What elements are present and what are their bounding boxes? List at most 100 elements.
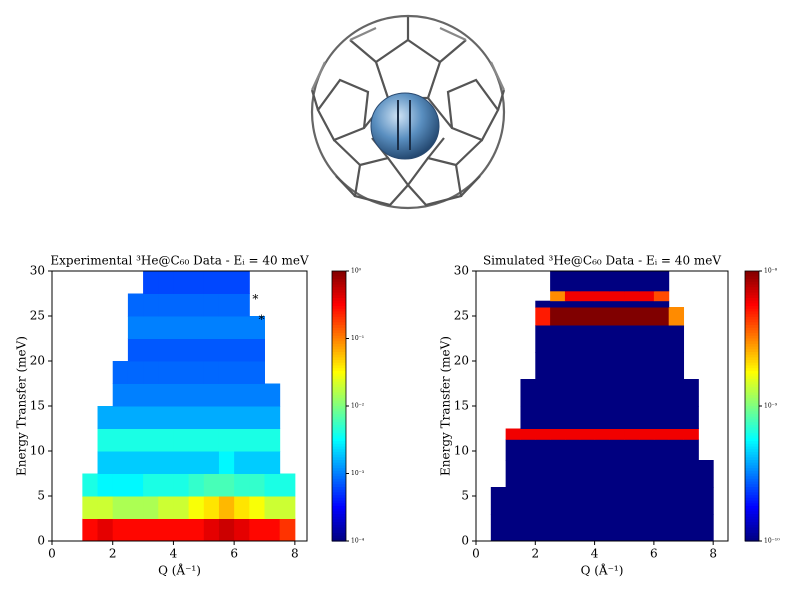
heatmap-cell bbox=[158, 473, 174, 497]
colorbar-strip bbox=[332, 335, 346, 340]
colorbar-strip bbox=[745, 392, 759, 396]
heatmap-cell bbox=[594, 487, 610, 515]
heatmap-cell bbox=[624, 487, 640, 515]
heatmap-cell bbox=[668, 352, 685, 380]
heatmap-cell bbox=[683, 406, 699, 429]
colorbar-strip bbox=[332, 430, 346, 434]
heatmap-cell bbox=[520, 379, 536, 407]
heatmap-cell bbox=[683, 487, 699, 515]
heatmap-cell bbox=[188, 428, 205, 452]
x-tick-label: 6 bbox=[230, 547, 238, 561]
colorbar-strip bbox=[745, 335, 759, 340]
colorbar-strip bbox=[332, 457, 346, 461]
heatmap-cell bbox=[564, 290, 581, 302]
heatmap-cell bbox=[234, 518, 250, 542]
colorbar-strip bbox=[332, 460, 346, 464]
heatmap-cell bbox=[683, 514, 699, 542]
colorbar-strip bbox=[745, 354, 759, 358]
heatmap-cell bbox=[594, 290, 610, 302]
y-tick-label: 10 bbox=[30, 444, 45, 458]
colorbar-strip bbox=[745, 433, 759, 437]
heatmap-cell bbox=[127, 338, 144, 362]
colorbar-strip bbox=[332, 362, 346, 367]
heatmap-cell bbox=[158, 383, 174, 407]
heatmap-cell bbox=[249, 316, 265, 339]
chart-title: Experimental ³He@C₆₀ Data - Eᵢ = 40 meV bbox=[50, 254, 309, 268]
heatmap-cell bbox=[550, 428, 566, 440]
colorbar-strip bbox=[745, 505, 759, 510]
colorbar-tick-label: 10⁻³ bbox=[351, 470, 365, 477]
heatmap-cell bbox=[203, 451, 220, 474]
colorbar-strip bbox=[332, 279, 346, 283]
colorbar-strip bbox=[745, 384, 759, 388]
heatmap-cell bbox=[203, 428, 220, 452]
heatmap-cell bbox=[490, 514, 507, 542]
heatmap-cell bbox=[668, 514, 685, 542]
heatmap-cell bbox=[143, 473, 159, 497]
colorbar-strip bbox=[332, 276, 346, 280]
colorbar-strip bbox=[332, 325, 346, 329]
colorbar-strip bbox=[745, 473, 759, 477]
colorbar-strip bbox=[745, 281, 759, 286]
heatmap-cell bbox=[609, 300, 625, 308]
heatmap-cell bbox=[594, 271, 610, 292]
colorbar-strip bbox=[332, 422, 346, 426]
heatmap-cell bbox=[279, 518, 296, 542]
heatmap-cell bbox=[609, 428, 625, 440]
heatmap-cell bbox=[564, 307, 581, 326]
colorbar-strip bbox=[745, 416, 759, 421]
heatmap-cell bbox=[579, 271, 596, 292]
heatmap-cell bbox=[579, 460, 596, 488]
heatmap-cell bbox=[143, 338, 159, 362]
heatmap-cell bbox=[579, 428, 596, 440]
heatmap-cell bbox=[594, 514, 610, 542]
colorbar-strip bbox=[745, 511, 759, 515]
heatmap-cell bbox=[653, 307, 670, 326]
colorbar-strip bbox=[745, 530, 759, 534]
heatmap-cell bbox=[173, 473, 190, 497]
heatmap-cell bbox=[609, 439, 625, 461]
x-tick-label: 0 bbox=[472, 547, 480, 561]
heatmap-cell bbox=[173, 383, 190, 407]
colorbar-strip bbox=[332, 365, 346, 369]
colorbar-strip bbox=[332, 524, 346, 529]
colorbar-strip bbox=[332, 449, 346, 453]
heatmap-cell bbox=[564, 428, 581, 440]
heatmap-cell bbox=[97, 496, 114, 519]
colorbar-strip bbox=[332, 495, 346, 499]
heatmap-cell bbox=[203, 293, 220, 317]
colorbar-tick-label: 10⁻⁹ bbox=[764, 403, 778, 410]
colorbar-strip bbox=[745, 460, 759, 464]
colorbar-strip bbox=[332, 373, 346, 377]
colorbar-strip bbox=[745, 524, 759, 529]
heatmap-cell bbox=[173, 518, 190, 542]
colorbar-strip bbox=[745, 478, 759, 483]
heatmap-cell bbox=[564, 379, 581, 407]
heatmap-cell bbox=[564, 352, 581, 380]
heatmap-cell bbox=[112, 518, 129, 542]
fullerene-illustration bbox=[310, 14, 506, 210]
heatmap-cell bbox=[653, 460, 670, 488]
y-tick-label: 5 bbox=[37, 489, 45, 503]
colorbar-strip bbox=[332, 308, 346, 313]
heatmap-cell bbox=[112, 473, 129, 497]
heatmap-cell bbox=[143, 383, 159, 407]
colorbar-strip bbox=[745, 522, 759, 526]
heatmap-cell bbox=[218, 428, 235, 452]
heatmap-cell bbox=[249, 451, 265, 474]
heatmap-cell bbox=[112, 496, 129, 519]
y-axis-label: Energy Transfer (meV) bbox=[15, 336, 29, 476]
heatmap-cell bbox=[234, 293, 250, 317]
heatmap-cell bbox=[203, 496, 220, 519]
heatmap-cell bbox=[535, 428, 551, 440]
colorbar-strip bbox=[332, 500, 346, 504]
heatmap-cell bbox=[624, 325, 640, 353]
colorbar-strip bbox=[332, 481, 346, 485]
heatmap-cell bbox=[173, 361, 190, 384]
heatmap-cell bbox=[550, 325, 566, 353]
colorbar-strip bbox=[745, 535, 759, 539]
colorbar-strip bbox=[332, 354, 346, 358]
colorbar-strip bbox=[745, 403, 759, 407]
heatmap-cell bbox=[234, 451, 250, 474]
heatmap-cell bbox=[520, 428, 536, 440]
